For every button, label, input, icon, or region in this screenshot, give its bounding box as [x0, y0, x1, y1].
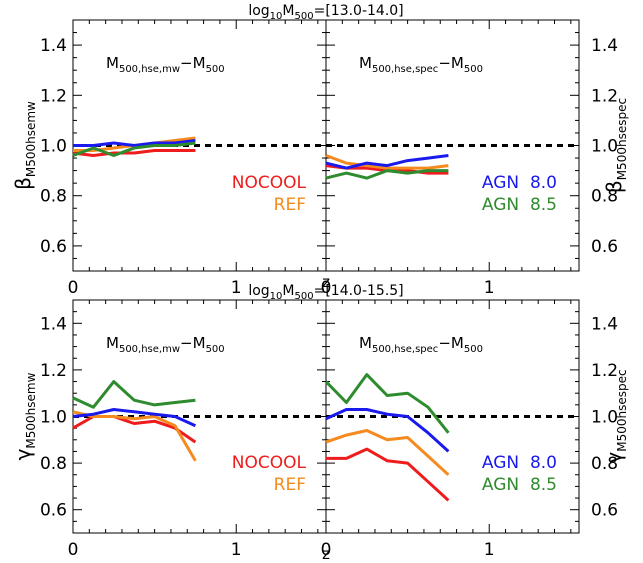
series-line-agn-8.0: [325, 408, 450, 453]
y-tick-label: 0.6: [40, 501, 67, 521]
y-tick-label: 1.2: [591, 86, 618, 106]
y-tick-label: 0.8: [40, 454, 67, 474]
legend-label-agn: AGN 8.0: [482, 173, 557, 193]
series-line-agn-8.0: [72, 408, 197, 428]
series-line-agn-8.5: [72, 380, 196, 409]
panel-label: M500,hse,spec−M500: [359, 54, 483, 75]
y-tick-label: 1.0: [40, 408, 67, 428]
x-tick-label: 0: [68, 540, 79, 560]
legend-label-agn: AGN 8.0: [482, 453, 557, 473]
x-tick-label: 1: [484, 278, 495, 298]
panel-label: M500,hse,mw−M500: [106, 334, 225, 355]
y-tick-label: 1.0: [40, 137, 67, 157]
y-tick-label: 1.4: [591, 314, 618, 334]
x-tick-label: 1: [231, 540, 242, 560]
x-tick-label: 1: [484, 540, 495, 560]
series-lines: [72, 136, 450, 502]
legend-label-agn: AGN 8.5: [482, 195, 557, 215]
y-tick-label: 0.8: [40, 187, 67, 207]
legend-label-ref: REF: [274, 475, 306, 495]
y-tick-label: 0.6: [591, 237, 618, 257]
x-tick-label: 0: [68, 278, 79, 298]
x-tick-label: 0: [321, 540, 332, 560]
y-axis-label: βM500hsemw: [11, 101, 38, 190]
x-axis-label: z: [322, 273, 330, 291]
series-line-agn-8.0: [325, 154, 449, 170]
panel-label: M500,hse,mw−M500: [106, 54, 225, 75]
y-tick-label: 0.6: [591, 501, 618, 521]
legend-label-nocool: NOCOOL: [232, 173, 307, 193]
series-line-ref: [325, 154, 449, 170]
series-line-agn-8.0: [73, 139, 196, 147]
y-tick-label: 1.2: [40, 361, 67, 381]
legend-label-nocool: NOCOOL: [232, 453, 307, 473]
y-tick-label: 1.4: [591, 36, 618, 56]
series-line-ref: [72, 410, 197, 462]
y-axis-label: γM500hsemw: [11, 372, 38, 460]
y-tick-label: 1.0: [591, 137, 618, 157]
reference-lines: [73, 144, 579, 418]
y-tick-label: 1.0: [591, 408, 618, 428]
series-line-nocool: [326, 447, 450, 502]
x-axis-label: z: [322, 545, 330, 563]
row-title: log10M500=[14.0-15.5]: [248, 283, 403, 302]
series-line-agn-8.5: [325, 169, 449, 180]
y-tick-label: 1.2: [591, 361, 618, 381]
legend-label-ref: REF: [274, 195, 306, 215]
x-tick-label: 1: [231, 278, 242, 298]
y-tick-label: 0.8: [591, 454, 618, 474]
row-title: log10M500=[13.0-14.0]: [248, 3, 403, 22]
panel-frames: [72, 19, 580, 534]
legend-label-agn: AGN 8.5: [482, 475, 557, 495]
series-line-agn-8.5: [324, 373, 450, 434]
y-axis-label: βM500hsespec: [602, 98, 629, 193]
y-tick-label: 1.4: [40, 36, 67, 56]
series-line-agn-8.5: [72, 141, 196, 157]
series-line-nocool: [72, 149, 196, 157]
x-tick-label: 0: [321, 278, 332, 298]
y-axis-label: γM500hsespec: [602, 369, 629, 463]
y-tick-label: 0.6: [40, 237, 67, 257]
y-tick-label: 1.4: [40, 314, 67, 334]
panel-label: M500,hse,spec−M500: [359, 334, 483, 355]
y-tick-label: 0.8: [591, 187, 618, 207]
series-line-ref: [325, 429, 450, 476]
labels: 0.60.81.01.21.40 1M500,hse,mw−M500βM500hs…: [11, 3, 629, 563]
y-tick-label: 1.2: [40, 86, 67, 106]
